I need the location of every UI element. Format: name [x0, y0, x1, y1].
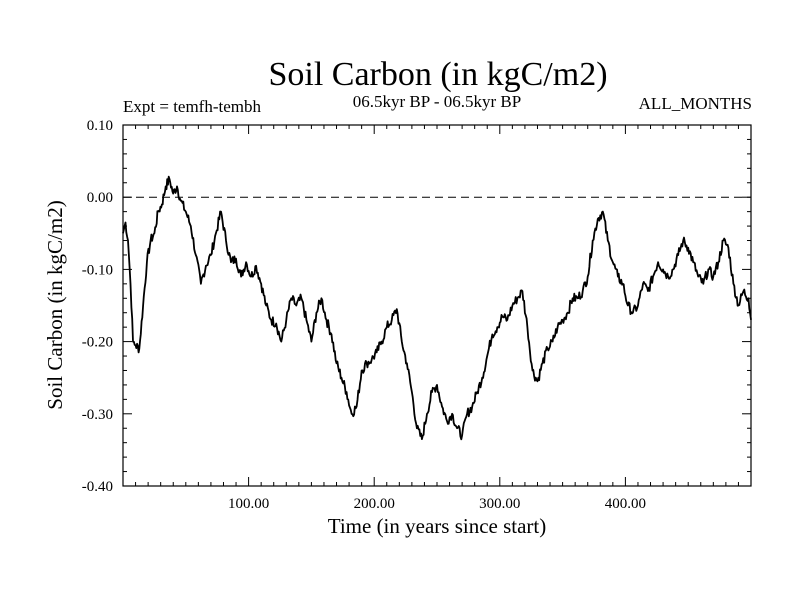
y-tick-label: -0.10 — [82, 262, 113, 278]
experiment-label: Expt = temfh-tembh — [123, 97, 262, 116]
soil-carbon-series-line — [122, 175, 752, 441]
x-tick-label: 300.00 — [479, 496, 520, 512]
x-tick-label: 400.00 — [605, 496, 646, 512]
months-label: ALL_MONTHS — [639, 94, 752, 113]
y-tick-label: -0.30 — [82, 407, 113, 423]
x-tick-label: 100.00 — [228, 496, 269, 512]
y-tick-label: -0.20 — [82, 335, 113, 351]
plot-frame — [122, 124, 752, 487]
y-tick-label: 0.00 — [87, 190, 113, 206]
chart-title: Soil Carbon (in kgC/m2) — [268, 56, 607, 93]
x-axis: 100.00 200.00 300.00 400.00 — [122, 125, 752, 512]
x-tick-label: 200.00 — [354, 496, 395, 512]
y-tick-label: 0.10 — [87, 118, 113, 134]
y-axis: 0.10 0.00 -0.10 -0.20 -0.30 -0.40 — [82, 118, 751, 495]
period-label: 06.5kyr BP - 06.5kyr BP — [353, 92, 521, 111]
y-axis-label: Soil Carbon (in kgC/m2) — [43, 200, 67, 409]
x-axis-label: Time (in years since start) — [328, 514, 547, 538]
y-tick-label: -0.40 — [82, 479, 113, 495]
